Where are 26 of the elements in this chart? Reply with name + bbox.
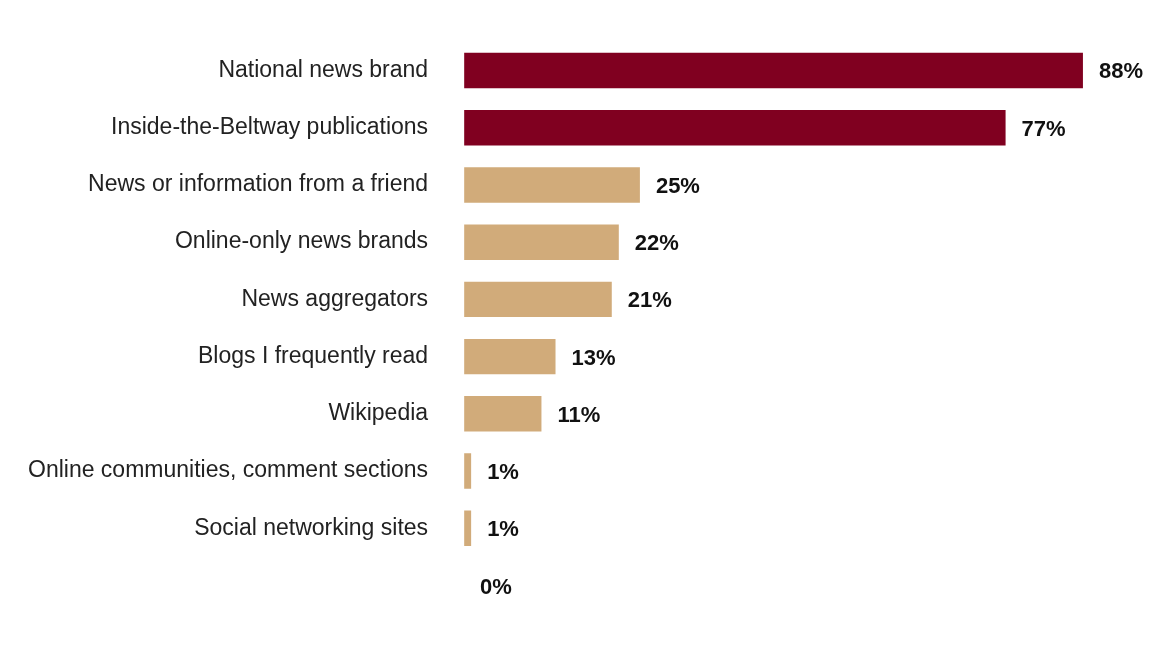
- y-tick-label: National news brand: [218, 55, 429, 82]
- data-label: 0%: [480, 573, 512, 599]
- y-tick-label: Social networking sites: [194, 513, 429, 540]
- bar: [464, 281, 612, 318]
- bar: [464, 167, 640, 203]
- data-label: 77%: [1021, 115, 1066, 141]
- y-tick-label: Online communities, comment sections: [27, 456, 429, 483]
- data-label: 1%: [487, 516, 519, 542]
- data-label: 88%: [1098, 58, 1143, 84]
- y-tick-label: Online-only news brands: [174, 227, 429, 254]
- data-label: 11%: [557, 401, 601, 427]
- y-tick-label: News aggregators: [241, 284, 429, 311]
- data-label: 1%: [487, 459, 519, 485]
- y-tick-label: Blogs I frequently read: [197, 341, 429, 368]
- y-tick-label: News or information from a friend: [88, 170, 429, 197]
- bar: [464, 224, 619, 260]
- data-label: 13%: [571, 344, 616, 370]
- y-tick-label: Wikipedia: [328, 399, 429, 426]
- data-label: 25%: [655, 172, 700, 198]
- bar: [464, 396, 542, 432]
- y-tick-label: Inside-the-Beltway publications: [111, 113, 429, 139]
- data-label: 21%: [627, 287, 672, 313]
- bar: [464, 338, 556, 375]
- data-label: 22%: [634, 230, 679, 256]
- bar: [464, 52, 1083, 89]
- bar: [464, 109, 1006, 146]
